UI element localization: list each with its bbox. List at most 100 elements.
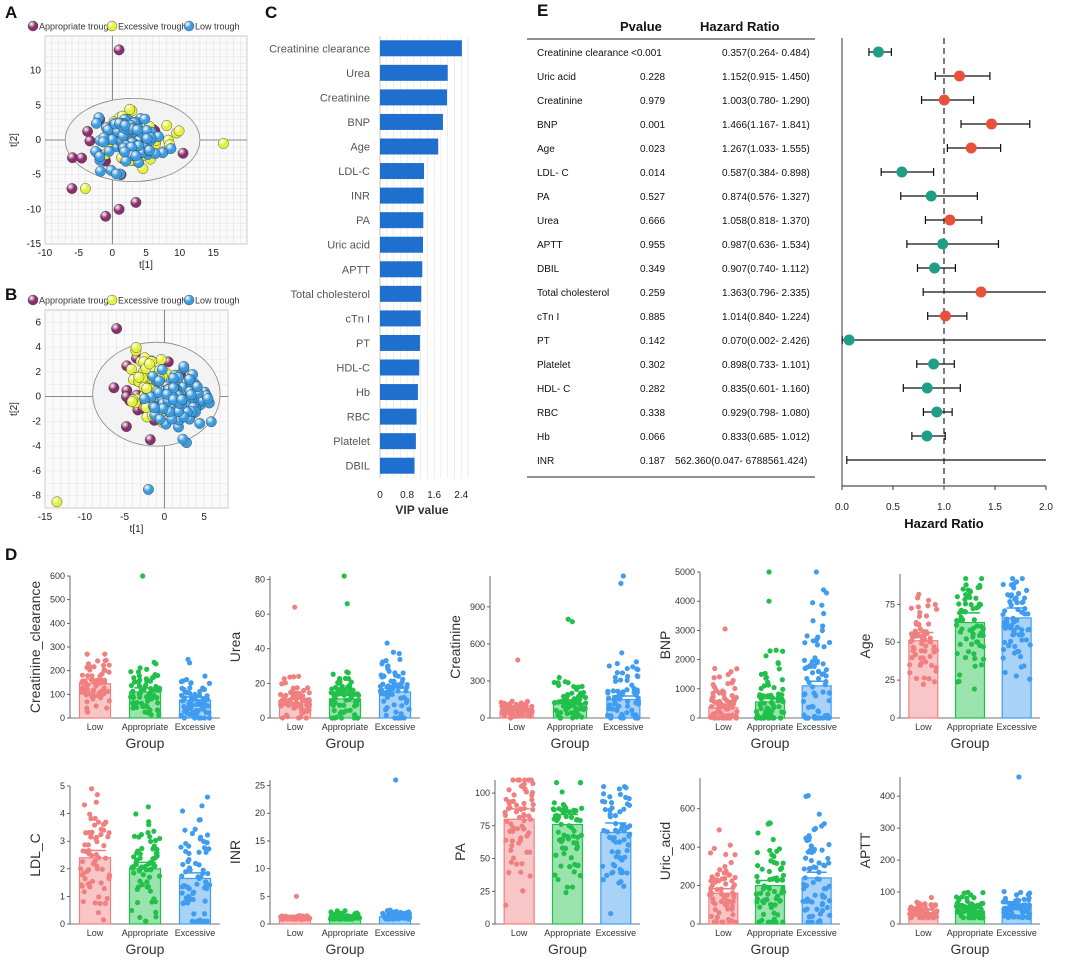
data-point — [920, 681, 927, 687]
row-pvalue: 0.066 — [640, 432, 665, 443]
data-point — [907, 670, 913, 676]
row-hazard-ratio: 1.466(1.167- 1.841) — [722, 120, 810, 131]
legend-marker-excessive — [106, 294, 118, 306]
data-point — [803, 835, 809, 841]
data-point — [138, 832, 144, 838]
data-point — [100, 821, 107, 828]
data-point — [87, 811, 93, 817]
row-name: APTT — [537, 240, 563, 251]
data-point — [331, 707, 337, 714]
data-point — [629, 707, 635, 713]
data-point — [600, 877, 606, 883]
data-point — [808, 857, 814, 864]
data-point — [978, 662, 985, 668]
data-point — [398, 695, 404, 701]
x-tick-label: Appropriate — [544, 928, 591, 938]
data-point — [716, 827, 722, 833]
data-point — [728, 859, 734, 866]
data-point — [555, 876, 561, 883]
data-point — [526, 813, 532, 819]
data-point — [151, 692, 157, 699]
point-low-trough — [149, 402, 160, 414]
column-header-hazard-ratio: Hazard Ratio — [700, 19, 780, 34]
x-tick-label: Low — [508, 722, 525, 732]
data-point — [956, 897, 962, 903]
x-tick-label: 2.0 — [1039, 502, 1053, 513]
data-point — [330, 671, 336, 677]
data-point — [814, 642, 821, 648]
data-point — [134, 899, 141, 906]
data-point — [94, 863, 100, 869]
data-point — [763, 653, 769, 659]
data-point — [98, 831, 104, 838]
data-point — [607, 794, 613, 800]
data-point — [980, 626, 986, 632]
x-axis-label: Group — [126, 735, 165, 751]
data-point — [303, 715, 309, 721]
data-point — [771, 910, 777, 916]
y-tick-label: 300 — [880, 823, 895, 833]
data-point — [521, 706, 527, 713]
data-point — [826, 860, 832, 866]
data-point — [602, 799, 608, 805]
outlier-point — [722, 626, 728, 632]
data-point — [79, 883, 85, 889]
y-axis-label: Creatinine_clearance — [27, 581, 43, 714]
data-point — [624, 677, 630, 684]
x-tick-label: 15 — [208, 248, 220, 259]
data-point — [730, 892, 737, 898]
vip-category-label: RBC — [347, 412, 370, 424]
data-point — [92, 822, 98, 828]
data-point — [92, 815, 98, 822]
x-tick-label: -5 — [120, 512, 129, 523]
data-point — [130, 693, 136, 700]
data-point — [1001, 905, 1007, 912]
data-point — [811, 864, 817, 870]
data-point — [354, 702, 360, 708]
outlier-point — [515, 657, 521, 663]
data-point — [154, 853, 160, 859]
data-point — [619, 650, 625, 656]
outlier-point — [292, 604, 298, 610]
data-point — [916, 613, 923, 619]
data-point — [510, 777, 516, 783]
data-point — [571, 828, 577, 834]
data-point — [305, 916, 311, 922]
data-point — [291, 674, 297, 680]
data-point — [134, 704, 140, 711]
data-point — [86, 880, 92, 887]
x-tick-label: Excessive — [603, 722, 644, 732]
outlier-point — [620, 573, 626, 579]
data-point — [621, 837, 627, 843]
data-point — [206, 715, 212, 721]
row-name: HDL- C — [537, 384, 570, 395]
data-point — [577, 873, 583, 879]
data-point — [179, 873, 185, 879]
data-point — [340, 709, 346, 716]
y-tick-label: 5000 — [675, 567, 695, 577]
data-point — [506, 870, 512, 876]
data-point — [562, 845, 569, 851]
data-point — [759, 866, 765, 872]
data-point — [518, 869, 524, 875]
data-point — [1001, 639, 1008, 646]
x-tick-label: Low — [915, 928, 932, 938]
data-point — [733, 919, 739, 925]
point-low-trough — [120, 155, 132, 167]
data-point — [92, 900, 98, 906]
data-point — [954, 594, 960, 600]
data-point — [819, 902, 825, 908]
data-point — [338, 715, 345, 721]
data-point — [519, 861, 525, 867]
data-point — [384, 663, 391, 670]
data-point — [133, 811, 139, 817]
data-point — [579, 683, 585, 690]
row-name: Urea — [537, 216, 559, 227]
y-tick-label: 5 — [260, 891, 265, 901]
data-point — [726, 872, 732, 878]
data-point — [201, 845, 208, 851]
data-point — [803, 855, 809, 861]
row-name: DBIL — [537, 264, 560, 275]
x-tick-label: Low — [87, 722, 104, 732]
data-point — [933, 606, 940, 612]
